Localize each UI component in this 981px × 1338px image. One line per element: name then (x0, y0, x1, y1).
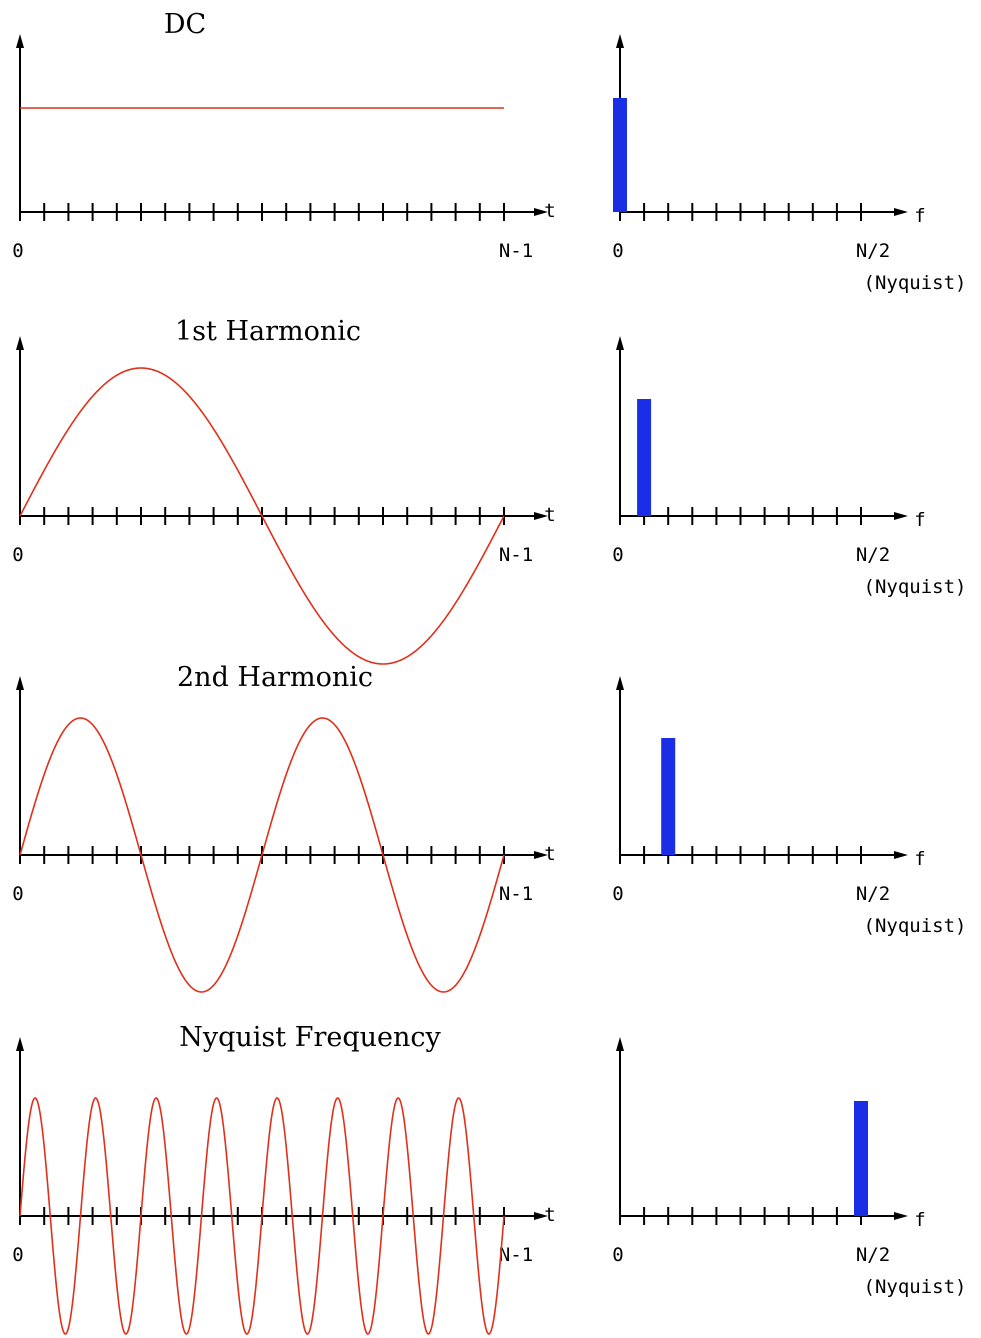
y-axis-arrowhead (16, 336, 24, 350)
x-tick-label-start: 0 (12, 883, 23, 905)
x-tick-label-start: 0 (12, 544, 23, 566)
x-tick-label-nyquist: (Nyquist) (864, 576, 967, 598)
x-axis-label: f (914, 848, 925, 870)
spectrum-bar (661, 738, 675, 855)
x-axis-arrowhead (894, 208, 908, 216)
x-tick-label-end: N-1 (499, 1244, 533, 1266)
x-tick-label-zero: 0 (612, 883, 623, 905)
x-axis-label: t (544, 1204, 555, 1226)
x-tick-label-half: N/2 (856, 240, 890, 262)
x-tick-label-half: N/2 (856, 544, 890, 566)
time-domain-plot-3: 2nd Harmonic t 0 N-1 (12, 662, 555, 992)
x-tick-label-nyquist: (Nyquist) (864, 915, 967, 937)
y-axis-arrowhead (16, 34, 24, 48)
spectrum-bar (613, 98, 627, 212)
y-axis-arrowhead (616, 336, 624, 350)
x-axis-label: t (544, 504, 555, 526)
x-tick-label-end: N-1 (499, 883, 533, 905)
y-axis-arrowhead (616, 34, 624, 48)
plot-title: DC (164, 9, 206, 40)
x-tick-label-start: 0 (12, 240, 23, 262)
spectrum-plot-1: f 0 N/2 (Nyquist) (612, 34, 966, 294)
x-axis-arrowhead (894, 512, 908, 520)
x-tick-label-end: N-1 (499, 544, 533, 566)
x-tick-label-end: N-1 (499, 240, 533, 262)
x-tick-label-zero: 0 (612, 1244, 623, 1266)
x-tick-label-nyquist: (Nyquist) (864, 272, 967, 294)
plot-title: 1st Harmonic (175, 316, 361, 347)
x-axis-arrowhead (894, 851, 908, 859)
x-tick-label-zero: 0 (612, 240, 623, 262)
spectrum-plot-4: f 0 N/2 (Nyquist) (612, 1037, 966, 1298)
time-domain-plot-2: 1st Harmonic t 0 N-1 (12, 316, 555, 664)
x-axis-arrowhead (894, 1212, 908, 1220)
x-axis-label: t (544, 843, 555, 865)
x-axis-label: t (544, 200, 555, 222)
spectrum-plot-3: f 0 N/2 (Nyquist) (612, 676, 966, 937)
plot-title: Nyquist Frequency (179, 1022, 441, 1053)
spectrum-plot-2: f 0 N/2 (Nyquist) (612, 336, 966, 598)
x-axis-label: f (914, 509, 925, 531)
x-axis-label: f (914, 205, 925, 227)
x-tick-label-half: N/2 (856, 883, 890, 905)
y-axis-arrowhead (616, 1037, 624, 1051)
x-tick-label-nyquist: (Nyquist) (864, 1276, 967, 1298)
spectrum-bar (637, 399, 651, 516)
time-domain-plot-4: Nyquist Frequency t 0 N-1 (12, 1022, 555, 1334)
plot-title: 2nd Harmonic (177, 662, 373, 693)
x-axis-label: f (914, 1209, 925, 1231)
y-axis-arrowhead (16, 676, 24, 690)
time-domain-plot-1: DC t 0 N-1 (12, 9, 555, 262)
x-tick-label-start: 0 (12, 1244, 23, 1266)
x-tick-label-half: N/2 (856, 1244, 890, 1266)
y-axis-arrowhead (16, 1037, 24, 1051)
y-axis-arrowhead (616, 676, 624, 690)
spectrum-bar (854, 1101, 868, 1216)
x-tick-label-zero: 0 (612, 544, 623, 566)
